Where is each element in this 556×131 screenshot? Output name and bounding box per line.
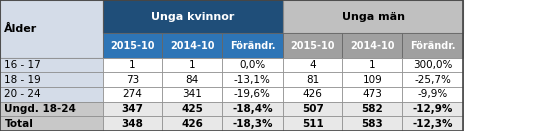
Bar [0, 102, 103, 116]
Text: 426: 426 [303, 89, 322, 99]
Text: Förändr.: Förändr. [410, 40, 455, 51]
Text: 274: 274 [123, 89, 142, 99]
Text: 0,0%: 0,0% [239, 60, 266, 70]
Text: Unga män: Unga män [341, 12, 405, 22]
Text: 1: 1 [189, 60, 195, 70]
Bar [222, 116, 283, 131]
Text: 2014-10: 2014-10 [170, 40, 215, 51]
Text: 507: 507 [302, 104, 324, 114]
Text: 583: 583 [361, 119, 383, 129]
Bar [402, 87, 463, 102]
Bar [103, 33, 162, 58]
Text: Ungd. 18-24: Ungd. 18-24 [4, 104, 76, 114]
Text: 300,0%: 300,0% [413, 60, 452, 70]
Text: 18 - 19: 18 - 19 [4, 75, 41, 85]
Bar [283, 102, 342, 116]
Bar [0, 0, 463, 131]
Bar [0, 72, 103, 87]
Bar [222, 72, 283, 87]
Bar [402, 72, 463, 87]
Bar [283, 116, 342, 131]
Text: 20 - 24: 20 - 24 [4, 89, 41, 99]
Text: 511: 511 [302, 119, 324, 129]
Bar [283, 87, 342, 102]
Bar [162, 72, 222, 87]
Text: Total: Total [4, 119, 33, 129]
Text: 2015-10: 2015-10 [110, 40, 155, 51]
Bar [283, 33, 342, 58]
Text: 2014-10: 2014-10 [350, 40, 395, 51]
Text: 81: 81 [306, 75, 319, 85]
Text: 473: 473 [363, 89, 382, 99]
Text: 4: 4 [310, 60, 316, 70]
Text: 1: 1 [369, 60, 375, 70]
Text: 16 - 17: 16 - 17 [4, 60, 41, 70]
Bar [162, 102, 222, 116]
Bar [222, 33, 283, 58]
Bar [342, 102, 402, 116]
Bar [162, 58, 222, 72]
Bar [0, 58, 103, 72]
Text: 347: 347 [122, 104, 143, 114]
Bar [342, 72, 402, 87]
Bar [402, 33, 463, 58]
Bar [103, 72, 162, 87]
Text: -25,7%: -25,7% [414, 75, 451, 85]
Bar [283, 0, 463, 33]
Bar [103, 116, 162, 131]
Text: Förändr.: Förändr. [230, 40, 275, 51]
Bar [283, 58, 342, 72]
Bar [283, 72, 342, 87]
Text: 2015-10: 2015-10 [290, 40, 335, 51]
Bar [162, 33, 222, 58]
Bar [222, 87, 283, 102]
Text: 84: 84 [186, 75, 198, 85]
Text: -19,6%: -19,6% [234, 89, 271, 99]
Bar [0, 87, 103, 102]
Bar [342, 58, 402, 72]
Bar [342, 87, 402, 102]
Text: 73: 73 [126, 75, 139, 85]
Text: -9,9%: -9,9% [418, 89, 448, 99]
Bar [222, 102, 283, 116]
Text: 1: 1 [130, 60, 136, 70]
Text: 109: 109 [363, 75, 382, 85]
Text: 341: 341 [182, 89, 202, 99]
Text: Ålder: Ålder [4, 24, 38, 34]
Bar [402, 116, 463, 131]
Text: Unga kvinnor: Unga kvinnor [151, 12, 235, 22]
Bar [162, 87, 222, 102]
Bar [162, 116, 222, 131]
Bar [342, 33, 402, 58]
Bar [103, 87, 162, 102]
Bar [103, 0, 283, 33]
Bar [342, 116, 402, 131]
Bar [222, 58, 283, 72]
Bar [103, 58, 162, 72]
Text: 426: 426 [181, 119, 203, 129]
Bar [0, 0, 103, 58]
Text: -12,3%: -12,3% [413, 119, 453, 129]
Bar [402, 58, 463, 72]
Bar [103, 102, 162, 116]
Text: 582: 582 [361, 104, 383, 114]
Text: 348: 348 [122, 119, 143, 129]
Text: -13,1%: -13,1% [234, 75, 271, 85]
Bar [402, 102, 463, 116]
Text: -12,9%: -12,9% [413, 104, 453, 114]
Text: 425: 425 [181, 104, 203, 114]
Text: -18,4%: -18,4% [232, 104, 273, 114]
Bar [0, 116, 103, 131]
Text: -18,3%: -18,3% [232, 119, 272, 129]
